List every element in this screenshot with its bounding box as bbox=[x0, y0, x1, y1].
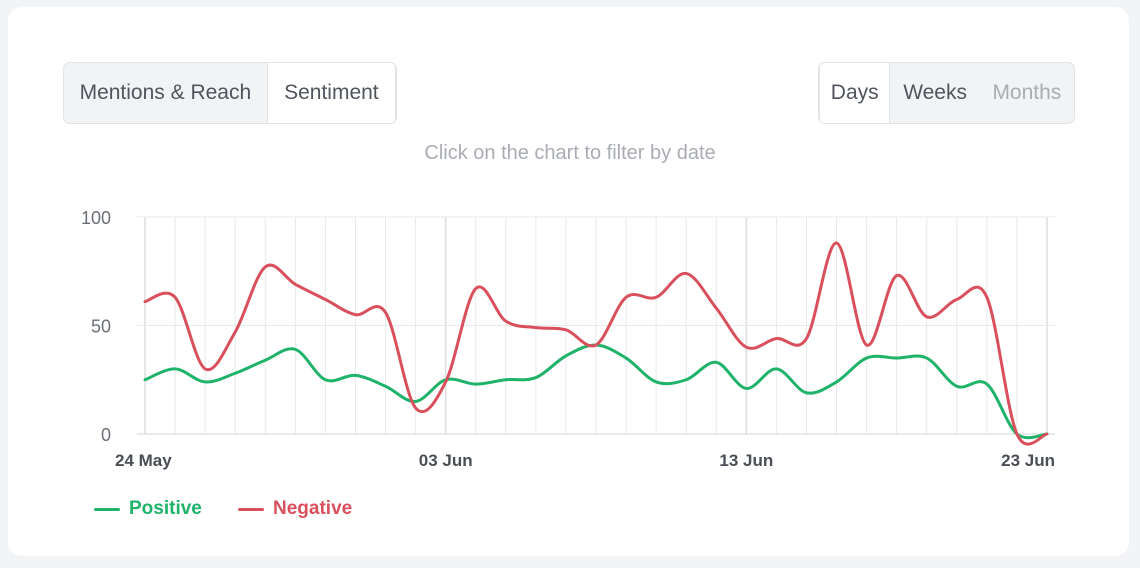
x-tick-label: 03 Jun bbox=[419, 451, 473, 470]
legend-positive-swatch bbox=[94, 507, 120, 511]
y-tick-label: 0 bbox=[101, 425, 111, 445]
tab-weeks[interactable]: Weeks bbox=[903, 81, 967, 104]
x-tick-label: 24 May bbox=[115, 451, 172, 470]
legend-negative-label: Negative bbox=[273, 498, 353, 519]
tab-sentiment[interactable]: Sentiment bbox=[266, 63, 396, 123]
metric-toggle: Mentions & Reach Sentiment bbox=[63, 62, 397, 124]
tab-days[interactable]: Days bbox=[819, 63, 891, 123]
legend-positive-label: Positive bbox=[129, 498, 202, 519]
y-tick-label: 50 bbox=[91, 317, 111, 337]
period-toggle: Days Weeks Months bbox=[818, 62, 1075, 124]
legend-negative[interactable]: Negative bbox=[238, 498, 352, 520]
legend-positive[interactable]: Positive bbox=[94, 498, 202, 520]
x-tick-label: 23 Jun bbox=[1001, 451, 1055, 470]
legend-negative-swatch bbox=[238, 507, 264, 511]
tab-mentions-reach[interactable]: Mentions & Reach bbox=[79, 81, 252, 104]
chart-hint: Click on the chart to filter by date bbox=[424, 142, 716, 164]
series-line-negative bbox=[143, 241, 1049, 446]
tab-months[interactable]: Months bbox=[992, 81, 1062, 104]
y-tick-label: 100 bbox=[81, 208, 111, 228]
x-tick-label: 13 Jun bbox=[719, 451, 773, 470]
